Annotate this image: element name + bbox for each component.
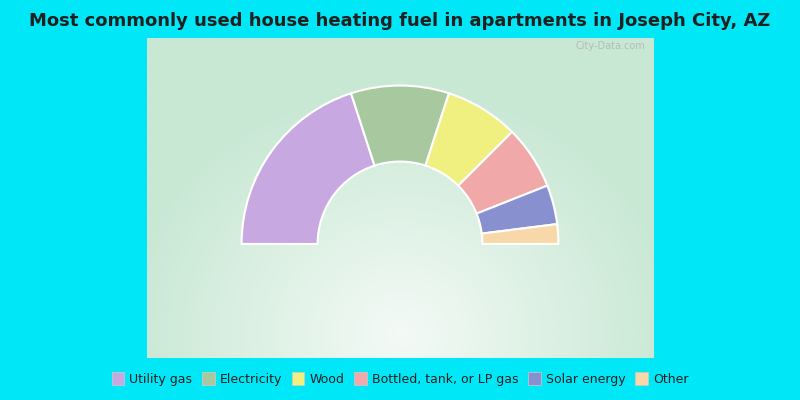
Text: City-Data.com: City-Data.com	[576, 41, 646, 51]
Wedge shape	[351, 86, 449, 166]
Wedge shape	[242, 93, 374, 244]
Wedge shape	[458, 132, 547, 214]
Text: Most commonly used house heating fuel in apartments in Joseph City, AZ: Most commonly used house heating fuel in…	[30, 12, 770, 30]
Wedge shape	[477, 186, 557, 234]
Wedge shape	[482, 224, 558, 244]
Legend: Utility gas, Electricity, Wood, Bottled, tank, or LP gas, Solar energy, Other: Utility gas, Electricity, Wood, Bottled,…	[111, 372, 689, 386]
Wedge shape	[426, 93, 512, 186]
